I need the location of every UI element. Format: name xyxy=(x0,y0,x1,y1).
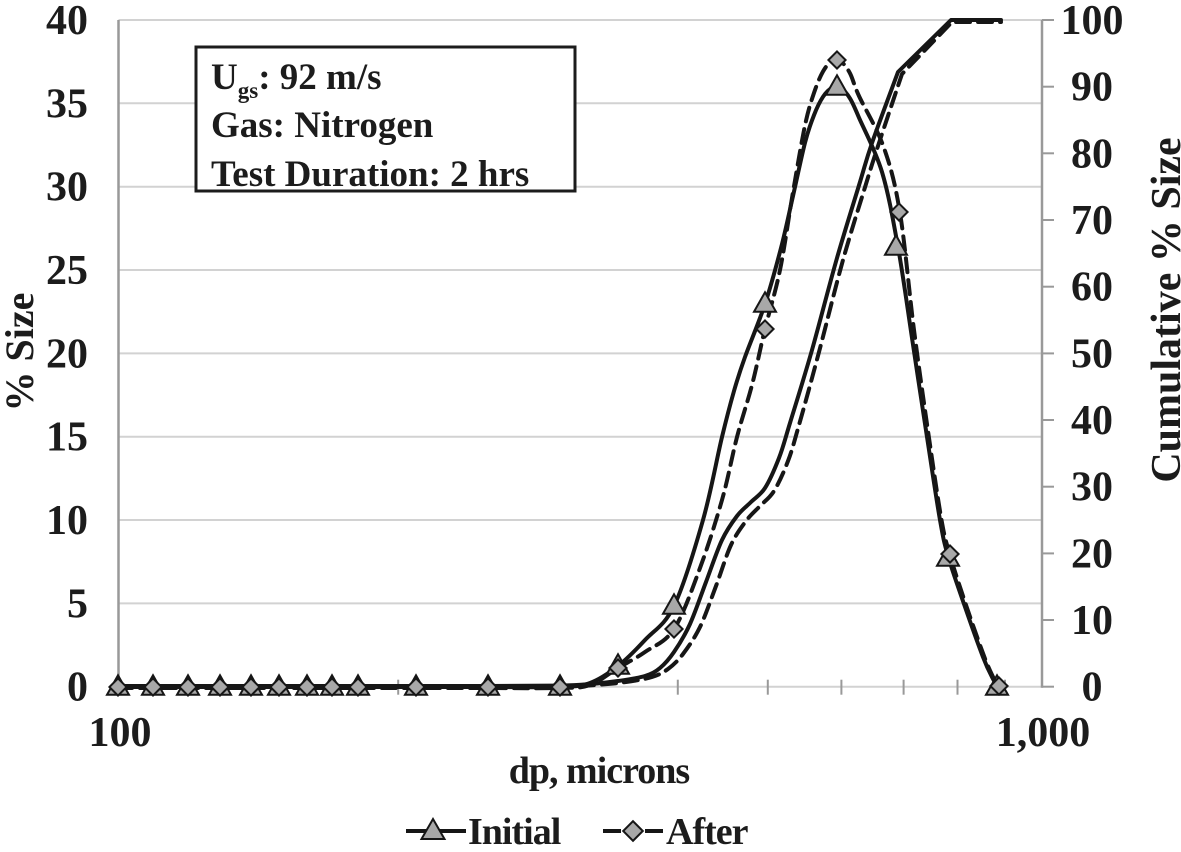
svg-text:20: 20 xyxy=(46,331,88,377)
svg-text:100: 100 xyxy=(1061,0,1124,44)
svg-text:After: After xyxy=(666,811,749,847)
svg-text:60: 60 xyxy=(1071,265,1113,311)
svg-text:15: 15 xyxy=(46,415,88,461)
svg-text:Initial: Initial xyxy=(468,811,561,847)
svg-text:% Size: % Size xyxy=(0,293,42,412)
svg-text:0: 0 xyxy=(1082,665,1103,711)
svg-text:35: 35 xyxy=(46,81,88,127)
svg-text:50: 50 xyxy=(1071,331,1113,377)
svg-text:Gas: Nitrogen: Gas: Nitrogen xyxy=(211,105,434,146)
svg-text:10: 10 xyxy=(46,498,88,544)
svg-text:90: 90 xyxy=(1071,65,1113,111)
svg-text:40: 40 xyxy=(1071,398,1113,444)
svg-text:100: 100 xyxy=(89,710,152,756)
svg-text:30: 30 xyxy=(1071,465,1113,511)
svg-text:20: 20 xyxy=(1071,531,1113,577)
svg-text:25: 25 xyxy=(46,248,88,294)
svg-text:0: 0 xyxy=(67,665,88,711)
svg-text:80: 80 xyxy=(1071,131,1113,177)
svg-text:Cumulative % Size: Cumulative % Size xyxy=(1144,137,1181,482)
svg-text:40: 40 xyxy=(46,0,88,44)
svg-text:10: 10 xyxy=(1071,598,1113,644)
svg-text:Ugs: 92 m/s: Ugs: 92 m/s xyxy=(211,57,382,103)
svg-text:dp, microns: dp, microns xyxy=(509,750,690,792)
svg-text:30: 30 xyxy=(46,165,88,211)
svg-text:Test Duration: 2 hrs: Test Duration: 2 hrs xyxy=(211,154,529,195)
svg-text:5: 5 xyxy=(67,581,88,627)
svg-text:70: 70 xyxy=(1071,198,1113,244)
svg-text:1,000: 1,000 xyxy=(996,710,1091,756)
